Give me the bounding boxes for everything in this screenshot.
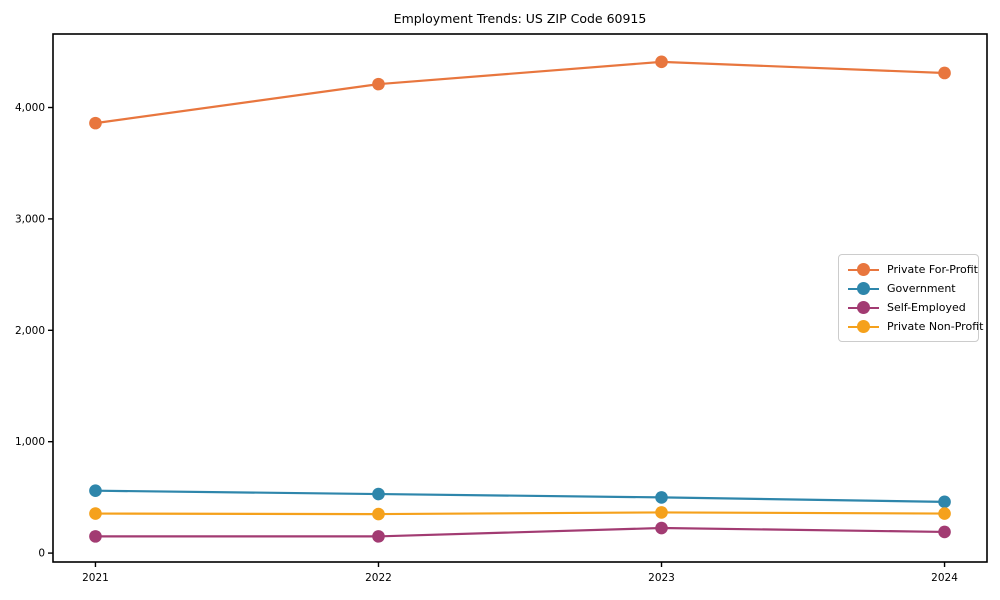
- marker-private-non-profit: [938, 507, 951, 520]
- y-tick-label: 2,000: [15, 325, 45, 337]
- line-private-for-profit: [94, 60, 946, 125]
- y-tick-label: 4,000: [15, 102, 45, 114]
- legend-line-marker-icon: [848, 263, 879, 276]
- axes-frame: [52, 33, 988, 563]
- marker-private-non-profit: [655, 506, 668, 519]
- y-tick-label: 3,000: [15, 213, 45, 225]
- x-tick-label: 2022: [365, 572, 392, 584]
- chart-title: Employment Trends: US ZIP Code 60915: [393, 11, 647, 26]
- legend-label-self-employed: Self-Employed: [887, 301, 966, 314]
- marker-private-non-profit: [89, 507, 102, 520]
- legend-line-marker-icon: [848, 282, 879, 295]
- marker-self-employed: [938, 525, 951, 539]
- marker-government: [372, 487, 385, 501]
- line-self-employed: [94, 526, 946, 538]
- legend-label-private-non-profit: Private Non-Profit: [887, 320, 984, 333]
- legend-line-marker-icon: [848, 320, 879, 333]
- y-tick-label: 0: [38, 548, 45, 560]
- y-tick-label: 1,000: [15, 436, 45, 448]
- legend-line-marker-icon: [848, 301, 879, 314]
- x-tick-label: 2024: [931, 572, 958, 584]
- line-private-non-profit: [94, 511, 946, 516]
- legend-label-private-for-profit: Private For-Profit: [887, 263, 978, 276]
- marker-private-non-profit: [372, 507, 385, 521]
- marker-private-for-profit: [89, 116, 102, 130]
- legend-item-self-employed: Self-Employed: [848, 298, 970, 317]
- marker-private-for-profit: [938, 66, 951, 80]
- line-government: [94, 489, 946, 503]
- marker-private-for-profit: [372, 77, 385, 91]
- marker-government: [655, 491, 668, 504]
- marker-self-employed: [372, 530, 385, 543]
- marker-self-employed: [89, 530, 102, 543]
- x-tick-label: 2023: [648, 572, 675, 584]
- marker-self-employed: [655, 521, 668, 535]
- chart-legend: Private For-Profit Government Self-Employe…: [838, 254, 983, 342]
- marker-government: [938, 495, 951, 509]
- legend-label-government: Government: [887, 282, 956, 295]
- marker-government: [89, 484, 102, 498]
- x-tick-label: 2021: [82, 572, 109, 584]
- legend-item-government: Government: [848, 279, 970, 298]
- legend-item-private-for-profit: Private For-Profit: [848, 260, 978, 279]
- marker-private-for-profit: [655, 55, 668, 69]
- legend-item-private-non-profit: Private Non-Profit: [848, 317, 983, 336]
